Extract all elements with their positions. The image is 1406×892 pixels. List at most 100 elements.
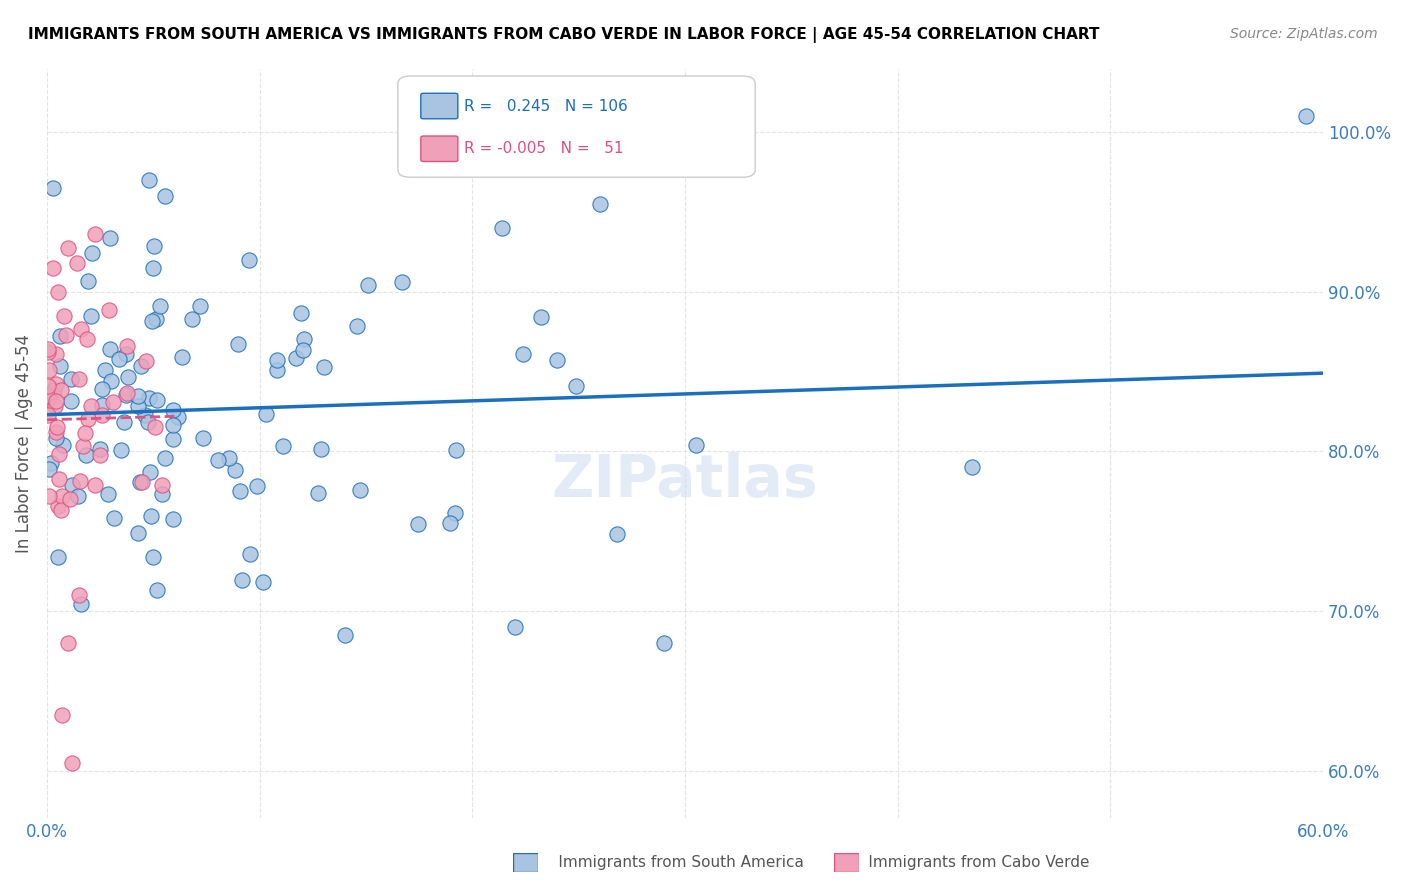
Point xyxy=(1295,109,1317,123)
Point xyxy=(307,486,329,500)
Point xyxy=(49,503,72,517)
Point xyxy=(101,395,124,409)
Point xyxy=(37,345,59,359)
Point xyxy=(312,360,335,375)
Point xyxy=(162,402,184,417)
Point xyxy=(37,408,59,422)
Text: R = -0.005   N =   51: R = -0.005 N = 51 xyxy=(464,141,624,156)
Point xyxy=(38,490,60,504)
Y-axis label: In Labor Force | Age 45-54: In Labor Force | Age 45-54 xyxy=(15,334,32,553)
Point xyxy=(294,332,316,346)
Point xyxy=(491,220,513,235)
Point xyxy=(51,489,73,503)
Point xyxy=(97,303,120,318)
Point xyxy=(131,359,153,374)
Point xyxy=(59,492,82,507)
Point xyxy=(60,393,83,408)
Point xyxy=(76,332,98,346)
Text: Immigrants from Cabo Verde: Immigrants from Cabo Verde xyxy=(844,855,1090,870)
Point xyxy=(66,489,89,503)
Point xyxy=(45,347,67,361)
Point xyxy=(565,379,588,393)
Point xyxy=(391,275,413,289)
Point xyxy=(46,285,69,299)
Point xyxy=(115,347,138,361)
Point xyxy=(37,379,59,393)
Point xyxy=(238,252,260,267)
Point xyxy=(44,400,66,414)
Point xyxy=(112,415,135,429)
Point xyxy=(75,448,97,462)
Point xyxy=(67,372,90,386)
Point xyxy=(83,477,105,491)
Point xyxy=(135,354,157,368)
Point xyxy=(52,309,75,323)
Point xyxy=(150,478,173,492)
Point xyxy=(162,512,184,526)
Point xyxy=(45,394,67,409)
Point xyxy=(67,588,90,602)
Point xyxy=(45,425,67,439)
FancyBboxPatch shape xyxy=(420,94,458,119)
Point xyxy=(229,483,252,498)
Point xyxy=(45,431,67,445)
Point xyxy=(131,475,153,489)
Point xyxy=(83,227,105,241)
Point xyxy=(46,420,69,434)
Point xyxy=(145,312,167,326)
Point xyxy=(56,241,79,255)
Point xyxy=(127,389,149,403)
Point xyxy=(98,230,121,244)
Point xyxy=(357,277,380,292)
Point xyxy=(162,417,184,432)
Point xyxy=(143,420,166,434)
Point xyxy=(444,506,467,520)
Point xyxy=(91,398,114,412)
Point xyxy=(80,309,103,323)
Point xyxy=(266,353,288,368)
Point xyxy=(167,409,190,424)
Text: R =   0.245   N = 106: R = 0.245 N = 106 xyxy=(464,98,628,113)
Point xyxy=(546,353,568,368)
Point xyxy=(153,450,176,465)
Point xyxy=(45,376,67,391)
Point xyxy=(512,347,534,361)
Point xyxy=(142,549,165,564)
Point xyxy=(285,351,308,365)
Point xyxy=(38,389,60,403)
Point xyxy=(39,456,62,470)
Point xyxy=(52,438,75,452)
Point xyxy=(218,451,240,466)
Point xyxy=(207,453,229,467)
Point xyxy=(38,363,60,377)
Point xyxy=(42,260,65,275)
Point xyxy=(606,527,628,541)
Point xyxy=(70,321,93,335)
Point xyxy=(37,392,59,406)
Point xyxy=(444,442,467,457)
Point xyxy=(271,440,294,454)
Point xyxy=(51,707,73,722)
Point xyxy=(59,372,82,386)
Point xyxy=(188,299,211,313)
Point xyxy=(115,338,138,352)
Point xyxy=(143,239,166,253)
Point xyxy=(226,337,249,351)
Point xyxy=(56,636,79,650)
Point xyxy=(48,328,70,343)
Point xyxy=(239,548,262,562)
Point xyxy=(89,448,111,462)
Point xyxy=(155,189,177,203)
Point xyxy=(62,756,84,770)
Point xyxy=(110,442,132,457)
Point xyxy=(66,256,89,270)
Point xyxy=(349,483,371,497)
Text: Source: ZipAtlas.com: Source: ZipAtlas.com xyxy=(1230,27,1378,41)
Point xyxy=(60,477,83,491)
Point xyxy=(90,382,112,396)
Point xyxy=(46,500,69,514)
Point xyxy=(254,407,277,421)
Point xyxy=(333,628,356,642)
Point xyxy=(191,431,214,445)
Point xyxy=(292,343,315,358)
